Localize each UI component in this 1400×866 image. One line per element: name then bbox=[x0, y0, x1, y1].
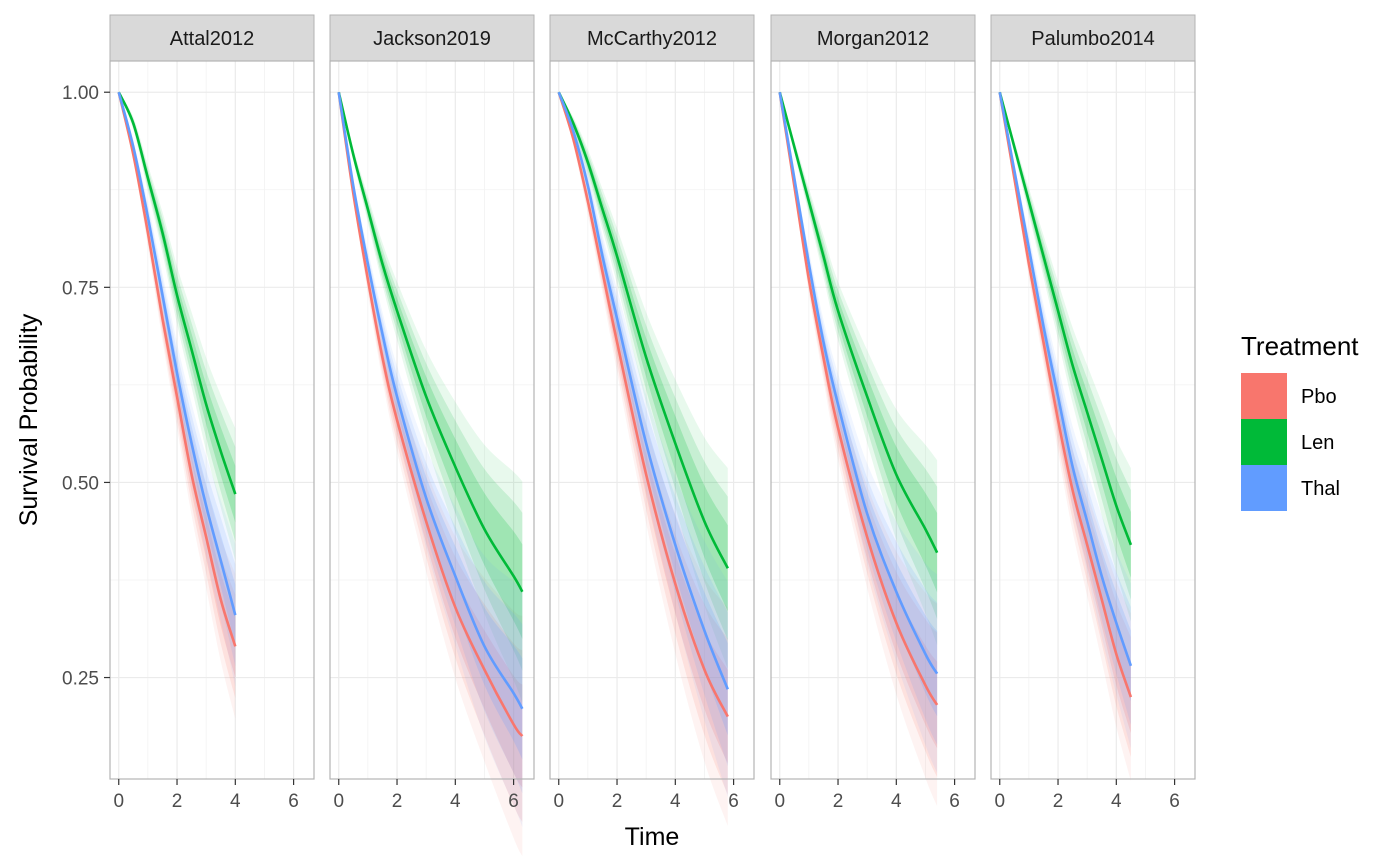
legend-key-pbo bbox=[1241, 373, 1287, 419]
facet-panel-mccarthy2012: McCarthy2012 0 2 4 6 bbox=[549, 14, 755, 826]
legend-label-len: Len bbox=[1301, 432, 1334, 454]
ribbon-pbo bbox=[118, 92, 236, 719]
facet-strip-label: Attal2012 bbox=[170, 28, 255, 50]
x-axis-title: Time bbox=[625, 823, 680, 851]
ribbon-thal bbox=[338, 92, 523, 794]
panel-border bbox=[109, 60, 315, 780]
legend-key-len bbox=[1241, 419, 1287, 465]
facet-strip-label: Morgan2012 bbox=[817, 28, 929, 50]
ribbon-pbo bbox=[999, 92, 1131, 734]
legend-title: Treatment bbox=[1241, 331, 1359, 361]
facet-strip bbox=[770, 14, 976, 62]
facet-strip bbox=[329, 14, 535, 62]
legend-label-thal: Thal bbox=[1301, 478, 1340, 500]
ribbon-thal bbox=[338, 92, 523, 760]
x-tick-label: 2 bbox=[833, 791, 844, 812]
ribbon-thal bbox=[999, 92, 1131, 702]
series-line-len bbox=[557, 91, 729, 569]
x-tick-label: 6 bbox=[508, 791, 519, 812]
series-line-len bbox=[337, 91, 524, 593]
facet-strip bbox=[109, 14, 315, 62]
ribbon-len bbox=[779, 92, 938, 593]
ribbon-pbo bbox=[779, 92, 938, 778]
x-tick-label: 0 bbox=[113, 791, 124, 812]
legend: Treatment Pbo Len Thal bbox=[1241, 331, 1359, 511]
x-tick-label: 4 bbox=[230, 791, 241, 812]
panel-border bbox=[990, 60, 1196, 780]
legend-label-pbo: Pbo bbox=[1301, 386, 1337, 408]
panel-background bbox=[330, 61, 534, 779]
facet-panel-jackson2019: Jackson2019 0 2 4 6 bbox=[329, 14, 535, 857]
facet-strip bbox=[990, 14, 1196, 62]
y-tick-label: 1.00 bbox=[62, 83, 99, 104]
x-tick-label: 4 bbox=[450, 791, 461, 812]
x-tick-label: 2 bbox=[392, 791, 403, 812]
facet-panel-morgan2012: Morgan2012 0 2 4 6 bbox=[770, 14, 976, 812]
facet-panel-palumbo2014: Palumbo2014 0 2 4 6 bbox=[990, 14, 1196, 812]
panel-background bbox=[771, 61, 975, 779]
ribbon-pbo bbox=[338, 92, 523, 822]
facet-strip bbox=[549, 14, 755, 62]
ribbon-len bbox=[338, 92, 523, 703]
series-line-thal bbox=[117, 91, 237, 616]
ribbon-thal bbox=[779, 92, 938, 717]
x-tick-label: 2 bbox=[1053, 791, 1064, 812]
series-line-len bbox=[998, 91, 1133, 546]
x-tick-label: 0 bbox=[553, 791, 564, 812]
x-tick-label: 0 bbox=[774, 791, 785, 812]
x-tick-label: 0 bbox=[994, 791, 1005, 812]
panel-background bbox=[991, 61, 1195, 779]
x-tick-label: 6 bbox=[949, 791, 960, 812]
ribbon-len bbox=[338, 92, 523, 671]
x-tick-label: 6 bbox=[728, 791, 739, 812]
x-tick-label: 6 bbox=[1169, 791, 1180, 812]
series-line-thal bbox=[998, 91, 1133, 667]
facet-strip-label: Jackson2019 bbox=[373, 28, 491, 50]
facet-strip-label: Palumbo2014 bbox=[1031, 28, 1154, 50]
series-line-len bbox=[117, 91, 237, 495]
series-line-thal bbox=[337, 92, 524, 710]
y-axis-title: Survival Probability bbox=[15, 313, 43, 526]
series-line-pbo bbox=[778, 92, 939, 706]
ribbon-len bbox=[779, 92, 938, 619]
series-line-pbo bbox=[117, 91, 237, 647]
ribbon-len bbox=[118, 92, 236, 561]
ribbon-pbo bbox=[338, 92, 523, 857]
panel-border bbox=[770, 60, 976, 780]
series-line-pbo bbox=[557, 91, 729, 718]
facet-panel-attal2012: Attal2012 0 2 4 6 bbox=[109, 14, 315, 812]
ribbon-thal bbox=[338, 92, 523, 827]
x-tick-label: 2 bbox=[172, 791, 183, 812]
ribbon-len bbox=[118, 92, 236, 542]
x-tick-label: 0 bbox=[333, 791, 344, 812]
series-line-thal bbox=[557, 91, 729, 690]
y-tick-label: 0.50 bbox=[62, 473, 99, 494]
panel-border bbox=[549, 60, 755, 780]
x-tick-label: 2 bbox=[612, 791, 623, 812]
ribbon-len bbox=[999, 92, 1131, 622]
x-tick-label: 4 bbox=[670, 791, 681, 812]
ribbon-len bbox=[558, 92, 728, 640]
x-tick-label: 4 bbox=[891, 791, 902, 812]
x-tick-label: 6 bbox=[288, 791, 299, 812]
y-tick-label: 0.25 bbox=[62, 669, 99, 690]
ribbon-pbo bbox=[338, 92, 523, 788]
series-line-thal bbox=[778, 92, 939, 675]
y-tick-label: 0.75 bbox=[62, 278, 99, 299]
ribbon-len bbox=[118, 92, 236, 523]
ribbon-len bbox=[338, 92, 523, 640]
ribbon-thal bbox=[779, 92, 938, 773]
series-line-pbo bbox=[337, 92, 524, 737]
panel-border bbox=[329, 60, 535, 780]
series-line-pbo bbox=[998, 92, 1133, 698]
x-tick-label: 4 bbox=[1111, 791, 1122, 812]
ribbon-thal bbox=[779, 92, 938, 745]
ribbon-pbo bbox=[779, 92, 938, 749]
legend-key-thal bbox=[1241, 465, 1287, 511]
series-line-len bbox=[778, 91, 939, 554]
ribbon-len bbox=[558, 92, 728, 669]
facet-strip-label: McCarthy2012 bbox=[587, 28, 717, 50]
